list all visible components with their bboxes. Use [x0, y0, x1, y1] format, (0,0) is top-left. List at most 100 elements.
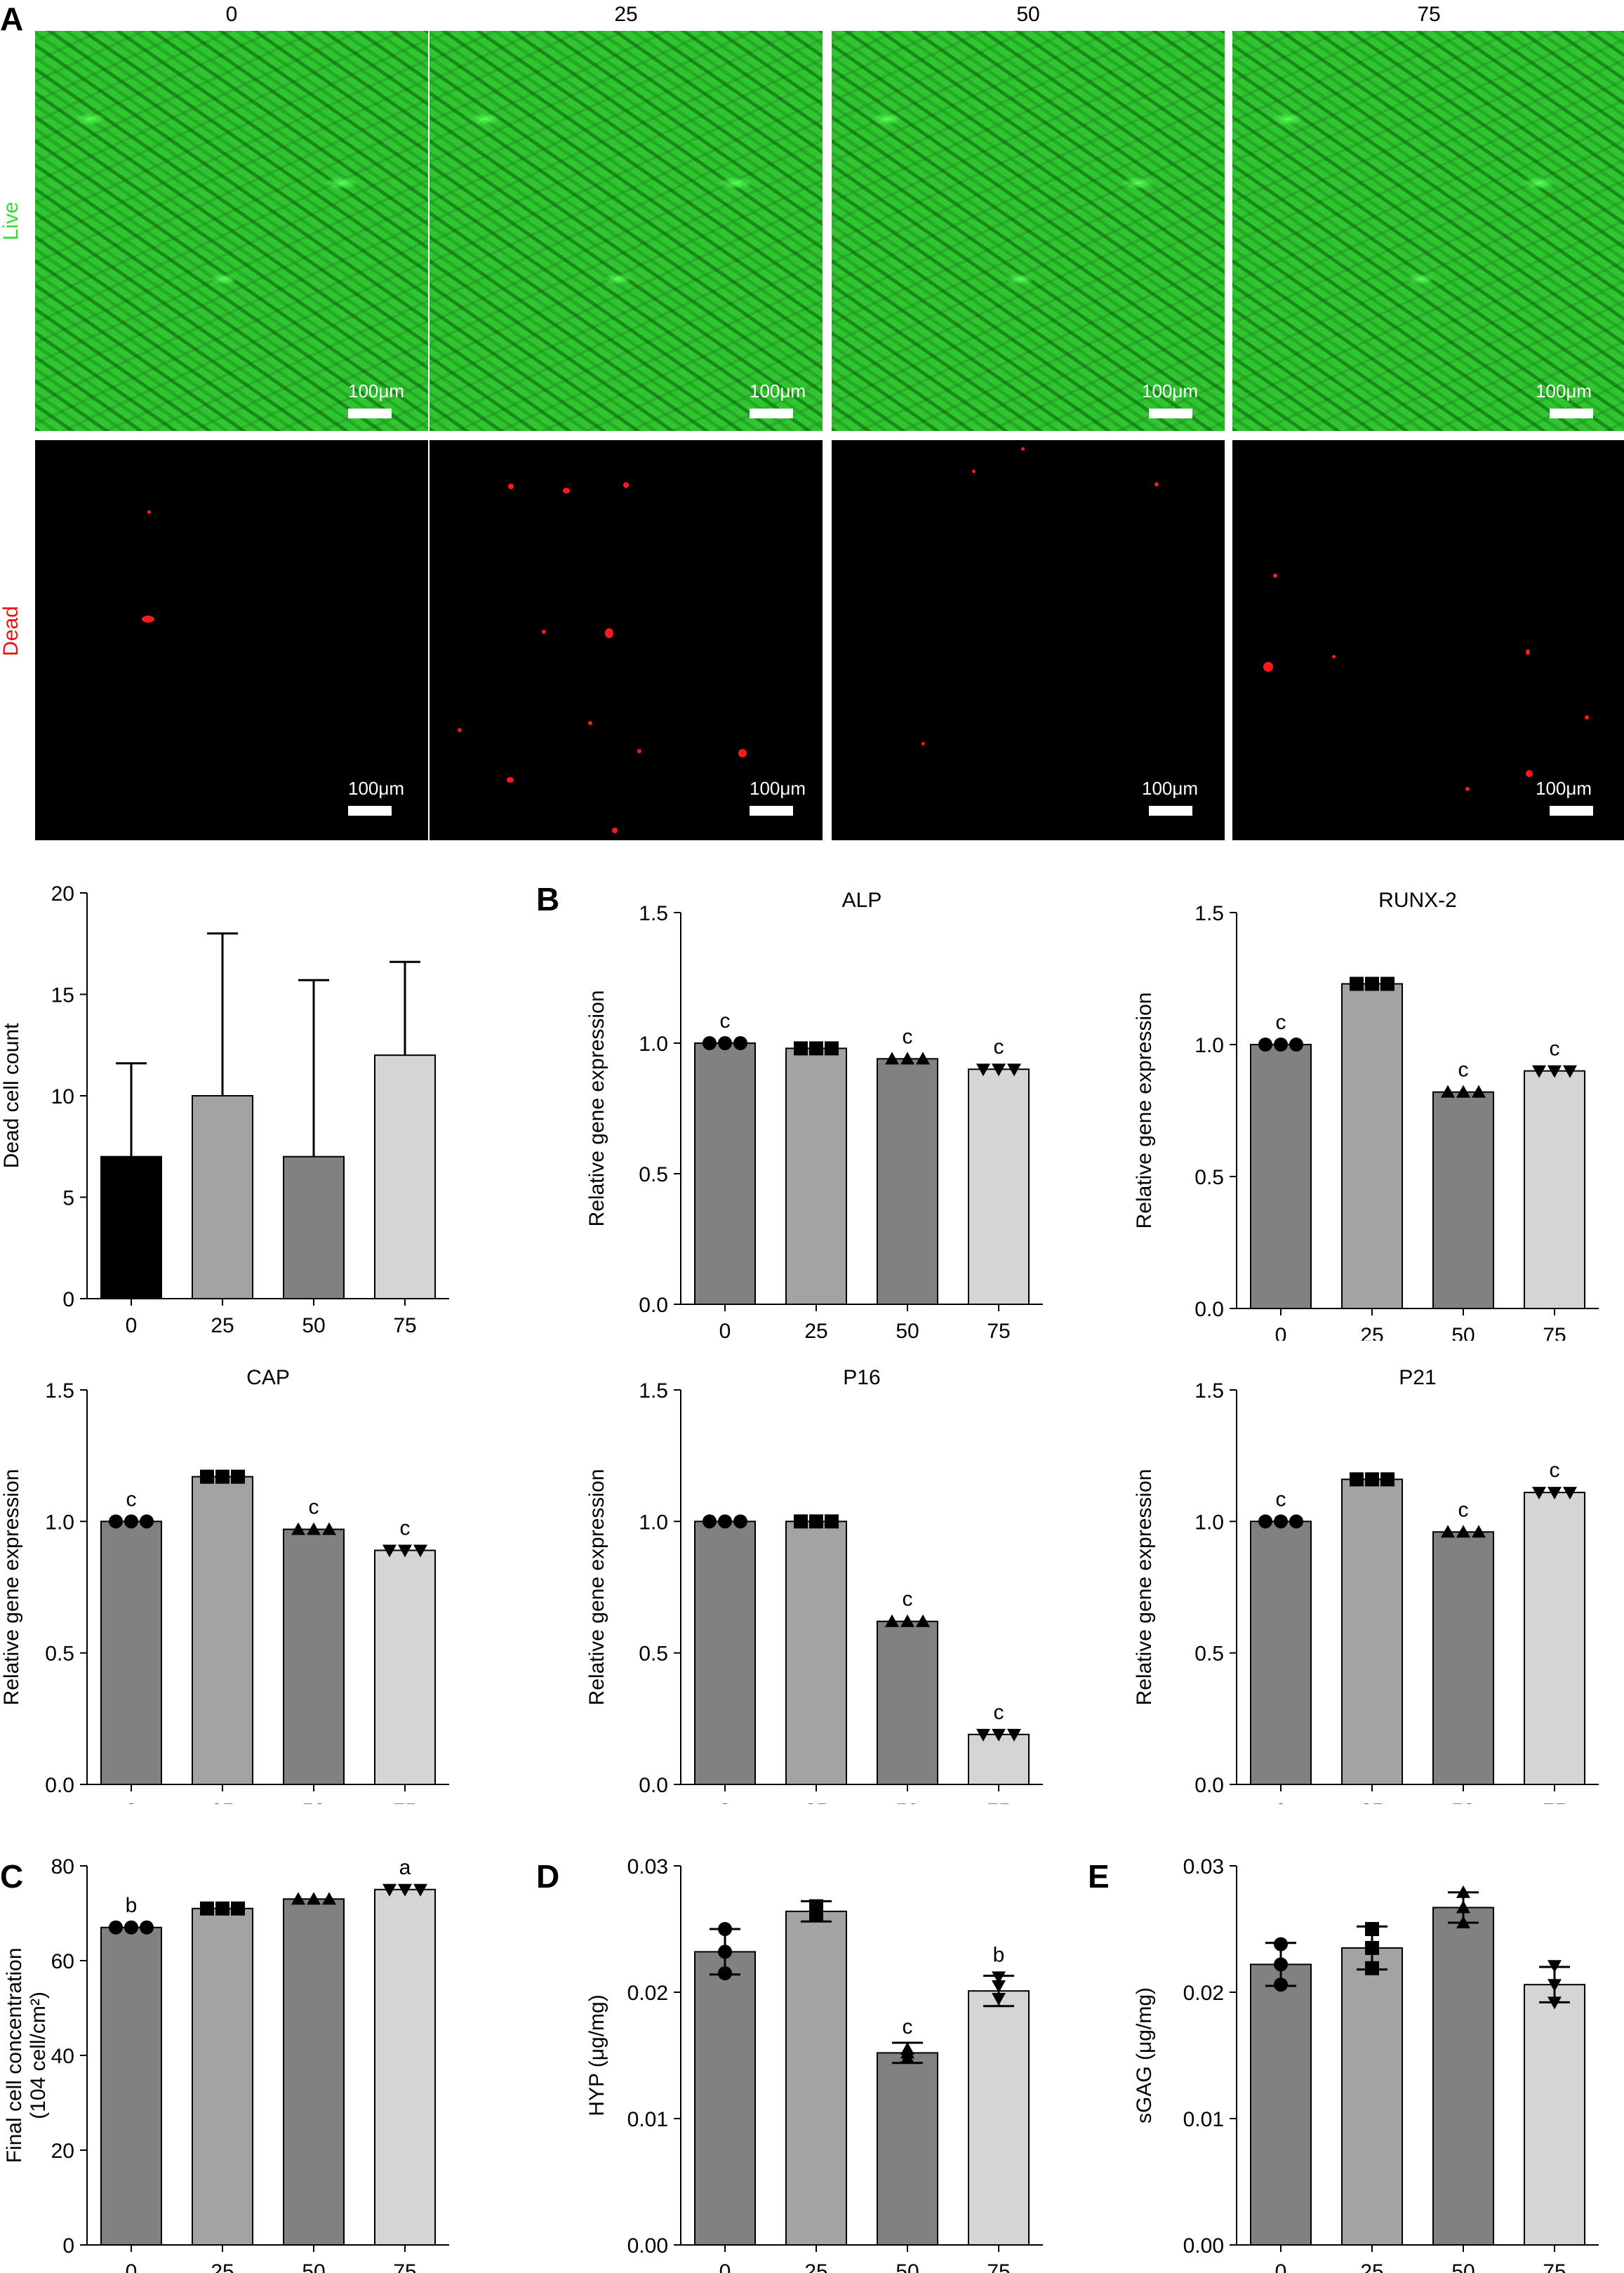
data-point	[215, 1469, 229, 1484]
chart-dead-cell-count: 051015200255075L-ascorbic acid concentra…	[0, 882, 449, 1337]
x-tick-label: 0	[719, 1800, 731, 1804]
data-point	[992, 1993, 1006, 2006]
dead-cell	[588, 721, 592, 725]
significance-letter: b	[993, 1943, 1005, 1966]
y-tick-label: 1.5	[1194, 902, 1224, 925]
dead-cell	[147, 510, 151, 514]
data-point	[231, 1901, 245, 1916]
x-tick-label: 50	[896, 1800, 919, 1804]
dead-cell	[142, 616, 154, 623]
live-image-50: 100μm	[832, 31, 1225, 431]
live-image-25: 100μm	[430, 31, 823, 431]
y-tick-label: 1.5	[45, 1379, 74, 1403]
dead-cell	[1154, 482, 1159, 486]
data-point	[809, 1903, 823, 1917]
bar	[1341, 983, 1403, 1310]
significance-letter: c	[309, 1496, 319, 1519]
chart-p21: 0.00.51.01.50c2550c75cP21L-ascorbic acid…	[1133, 1366, 1599, 1804]
bar	[877, 1620, 938, 1785]
x-tick-label: 50	[896, 2260, 919, 2273]
dead-cell	[972, 470, 976, 473]
dead-cell	[458, 728, 462, 732]
y-axis-label: Relative gene expression	[585, 990, 608, 1227]
y-tick-label: 1.5	[1194, 1379, 1224, 1403]
y-tick-label: 80	[51, 1855, 74, 1878]
live-image-75: 100μm	[1232, 31, 1624, 431]
significance-letter: c	[1550, 1038, 1560, 1061]
significance-letter: c	[994, 1701, 1004, 1724]
y-tick-label: 1.5	[639, 1379, 668, 1403]
data-point	[382, 1544, 397, 1558]
dead-cell	[1021, 447, 1025, 451]
y-tick-label: 10	[51, 1085, 74, 1108]
x-tick-label: 75	[393, 1800, 416, 1804]
data-point	[200, 1469, 214, 1484]
x-tick-label: 50	[1451, 1324, 1475, 1341]
y-tick-label: 0.00	[627, 2234, 668, 2258]
data-point	[809, 1514, 823, 1529]
bar	[283, 1528, 345, 1785]
scale-bar	[1550, 806, 1593, 816]
data-point	[291, 1892, 305, 1905]
x-tick-label: 75	[1543, 2260, 1566, 2273]
data-point	[109, 1514, 123, 1529]
scale-label: 100μm	[750, 778, 806, 799]
data-point	[1274, 1514, 1288, 1529]
x-tick-label: 0	[719, 1320, 731, 1341]
significance-letter: c	[994, 1035, 1004, 1059]
x-tick-label: 25	[1360, 1324, 1383, 1341]
chart-title: ALP	[842, 889, 882, 912]
bar	[1524, 1492, 1585, 1785]
significance-letter: c	[720, 1009, 731, 1033]
dead-cell	[623, 482, 629, 488]
data-point	[703, 1036, 717, 1050]
dead-image-25: 100μm	[430, 440, 823, 840]
bar	[374, 1888, 436, 2246]
row-label-live: Live	[0, 201, 22, 241]
data-point	[215, 1901, 229, 1916]
y-tick-label: 20	[51, 2140, 74, 2163]
y-tick-label: 0.0	[1194, 1298, 1224, 1321]
dead-cell	[637, 749, 641, 753]
data-point	[413, 1544, 427, 1558]
y-tick-label: 0.0	[1194, 1774, 1224, 1797]
bar	[968, 1068, 1030, 1305]
concentration-label-50: 50	[1016, 3, 1040, 26]
data-point	[413, 1883, 427, 1897]
bar	[374, 1054, 436, 1299]
bar	[192, 1476, 253, 1785]
chart-title: P16	[843, 1366, 880, 1389]
data-point	[1548, 1979, 1562, 1992]
scale-bar	[1550, 409, 1593, 418]
bar	[192, 1907, 253, 2246]
bar	[1432, 1531, 1494, 1785]
panel-letter-b: B	[536, 881, 560, 917]
y-tick-label: 0	[62, 2234, 74, 2258]
x-tick-label: 75	[987, 1320, 1010, 1341]
data-point	[1548, 1960, 1562, 1973]
x-tick-label: 0	[719, 2260, 731, 2273]
data-point	[1274, 1977, 1288, 1992]
chart-title: P21	[1399, 1366, 1436, 1389]
data-point	[398, 1544, 412, 1558]
data-point	[1472, 1085, 1486, 1098]
bar	[694, 1520, 756, 1785]
y-axis-label: Relative gene expression	[585, 1469, 608, 1706]
significance-letter: c	[1276, 1011, 1286, 1034]
bar	[100, 1520, 162, 1785]
data-point	[1380, 1472, 1395, 1487]
bar	[1341, 1947, 1403, 2246]
chart-final-cell-concentration: 0204060800b255075aL-ascorbic acid concen…	[3, 1855, 449, 2273]
data-point	[1380, 976, 1395, 991]
data-point	[1456, 1900, 1470, 1914]
data-point	[885, 1614, 899, 1627]
y-tick-label: 0.01	[1183, 2108, 1224, 2131]
data-point	[307, 1522, 321, 1535]
data-point	[885, 1052, 899, 1065]
y-axis-label: Relative gene expression	[1133, 993, 1156, 1229]
scale-label: 100μm	[348, 778, 405, 799]
x-tick-label: 25	[211, 1314, 234, 1337]
bar	[785, 1910, 847, 2246]
scale-bar	[750, 409, 793, 418]
scale-bar	[348, 409, 392, 418]
